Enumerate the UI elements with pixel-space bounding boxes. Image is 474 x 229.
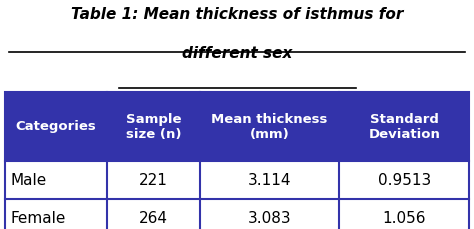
Text: Categories: Categories [16,120,96,133]
Text: Table 1: Mean thickness of isthmus for: Table 1: Mean thickness of isthmus for [71,7,403,22]
Text: Standard
Deviation: Standard Deviation [368,112,440,141]
Text: Female: Female [10,211,66,226]
Text: Male: Male [10,173,46,188]
Bar [5,92,469,229]
Text: 0.9513: 0.9513 [378,173,431,188]
Text: 3.083: 3.083 [248,211,292,226]
Bar [5,92,469,161]
Text: Sample
size (n): Sample size (n) [126,112,181,141]
Text: 221: 221 [139,173,168,188]
Text: 264: 264 [139,211,168,226]
Text: 3.114: 3.114 [248,173,291,188]
Text: different sex: different sex [182,46,292,61]
Text: 1.056: 1.056 [383,211,426,226]
Text: Mean thickness
(mm): Mean thickness (mm) [211,112,328,141]
